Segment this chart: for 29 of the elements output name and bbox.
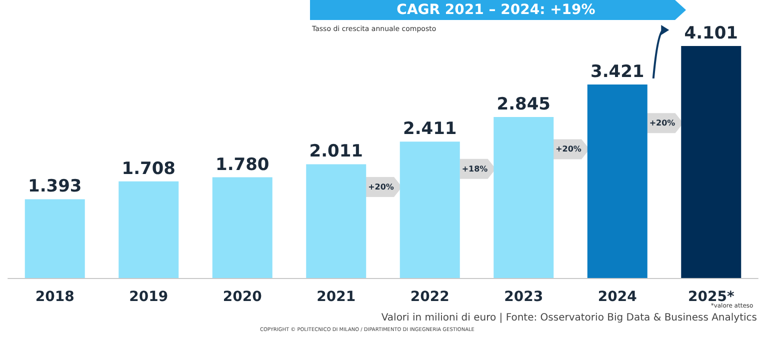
chart-title: CAGR 2021 – 2024: +19%	[396, 2, 596, 18]
annotation: +20%	[368, 182, 394, 192]
data-label: 1.393	[28, 176, 82, 197]
x-tick-label: 2020	[222, 289, 262, 305]
annotation: +20%	[556, 144, 582, 154]
bar	[400, 142, 460, 278]
annotation: +20%	[649, 118, 676, 128]
data-label: 4.101	[684, 24, 738, 44]
x-tick-label: 2021	[316, 289, 356, 305]
bar	[118, 181, 179, 278]
x-tick-label: 2019	[129, 289, 168, 305]
bar	[212, 177, 272, 278]
bar	[587, 84, 648, 278]
data-label: 1.780	[215, 154, 270, 175]
bar	[494, 117, 554, 278]
bar	[24, 199, 85, 278]
data-label: 2.411	[402, 119, 457, 140]
x-tick-label: 2022	[410, 289, 450, 305]
text: Valori in milioni di euro | Fonte: Osservatorio Big Data & Business Analytics	[381, 312, 757, 324]
bar	[681, 46, 742, 278]
x-tick-label: 2024	[598, 289, 638, 305]
annotation: +18%	[462, 164, 488, 174]
x-tick-label: 2023	[504, 289, 544, 305]
data-label: 3.421	[590, 62, 644, 82]
data-label: 2.011	[309, 142, 364, 162]
data-label: 1.708	[122, 158, 176, 179]
bar	[306, 164, 366, 278]
x-tick-label: 2018	[35, 289, 74, 305]
data-label: 2.845	[496, 94, 551, 115]
